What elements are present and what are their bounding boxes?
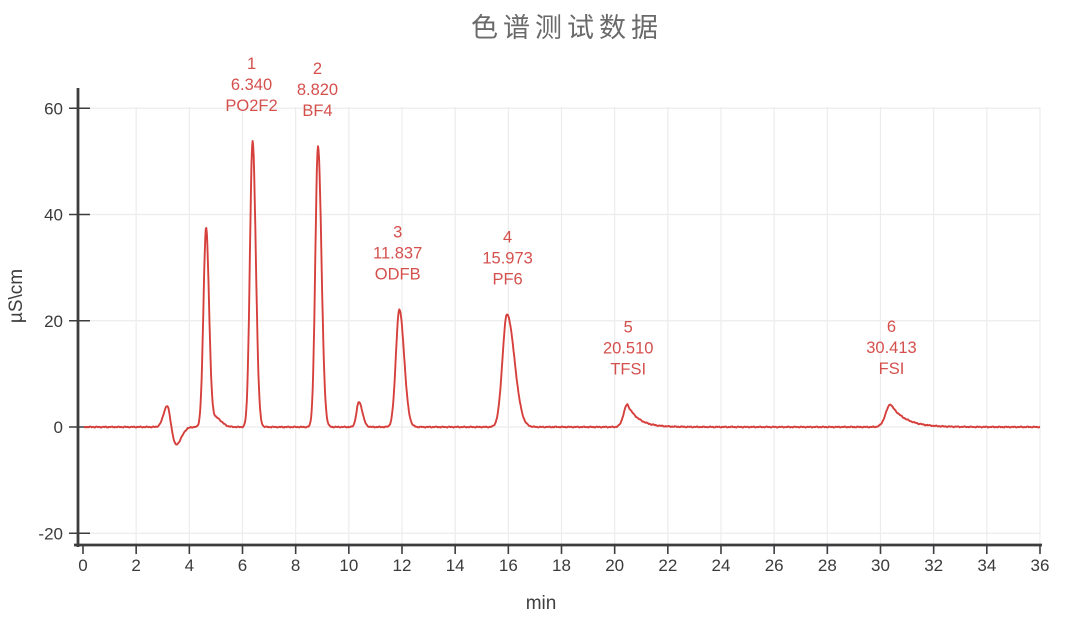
y-axis-tick-label: 40 [44, 206, 63, 225]
x-axis-tick-label: 28 [818, 556, 837, 575]
spine-layer [74, 88, 1042, 547]
peak-retention-time: 30.413 [866, 339, 916, 357]
peak-number: 5 [624, 318, 633, 336]
peak-name: TFSI [610, 360, 646, 378]
x-axis-tick-label: 16 [499, 556, 518, 575]
trace-layer [83, 140, 1041, 446]
peak-retention-time: 20.510 [603, 339, 653, 357]
x-axis-tick-label: 14 [446, 556, 465, 575]
tick-layer: 0 2 4 6 8 10 12 14 16 18 20 22 24 26 28 30 32 34 36-200204… [38, 99, 1049, 575]
y-axis-tick-label: 20 [44, 312, 63, 331]
peak-label-group: 1 6.340 PO2F2 [225, 55, 277, 115]
chromatogram-trace [83, 140, 1041, 446]
peak-label-layer: 1 6.340 PO2F2 2 8.820 BF4 3 11.837 ODFB 4 15.973 PF… [225, 55, 916, 378]
x-axis-tick-label: 2 [131, 556, 140, 575]
y-axis-tick-label: -20 [38, 524, 63, 543]
peak-label-group: 5 20.510 TFSI [603, 318, 653, 378]
x-axis-tick-label: 30 [871, 556, 890, 575]
y-axis-label: µS\cm [6, 269, 27, 323]
peak-name: PF6 [492, 270, 522, 288]
x-axis-tick-label: 0 [78, 556, 87, 575]
peak-name: PO2F2 [225, 97, 277, 115]
x-axis-tick-label: 4 [185, 556, 194, 575]
x-axis-tick-label: 18 [552, 556, 571, 575]
chart-title: 色谱测试数据 [471, 13, 663, 43]
peak-retention-time: 11.837 [373, 245, 422, 263]
peak-number: 4 [503, 228, 512, 246]
peak-label-group: 4 15.973 PF6 [482, 228, 532, 288]
peak-retention-time: 15.973 [482, 249, 532, 267]
x-axis-tick-label: 26 [765, 556, 784, 575]
grid-layer [78, 107, 1041, 545]
peak-label-group: 2 8.820 BF4 [297, 60, 338, 120]
peak-number: 3 [393, 224, 402, 242]
y-axis-tick-label: 0 [54, 418, 63, 437]
x-axis-label: min [526, 593, 557, 614]
peak-name: ODFB [375, 266, 421, 284]
x-axis-tick-label: 6 [238, 556, 247, 575]
peak-retention-time: 6.340 [231, 76, 272, 94]
peak-label-group: 6 30.413 FSI [866, 318, 916, 378]
peak-number: 1 [247, 55, 256, 73]
x-axis-tick-label: 20 [605, 556, 624, 575]
x-axis-tick-label: 22 [658, 556, 677, 575]
peak-name: FSI [879, 360, 905, 378]
peak-number: 2 [313, 60, 322, 78]
y-axis-tick-label: 60 [44, 99, 63, 118]
peak-number: 6 [887, 318, 896, 336]
x-axis-tick-label: 12 [393, 556, 412, 575]
x-axis-tick-label: 34 [977, 556, 996, 575]
x-axis-tick-label: 8 [291, 556, 300, 575]
x-axis-tick-label: 32 [924, 556, 943, 575]
x-axis-tick-label: 36 [1031, 556, 1050, 575]
peak-name: BF4 [302, 102, 332, 120]
x-axis-tick-label: 10 [339, 556, 358, 575]
peak-retention-time: 8.820 [297, 81, 338, 99]
peak-label-group: 3 11.837 ODFB [373, 224, 422, 284]
x-axis-tick-label: 24 [712, 556, 731, 575]
